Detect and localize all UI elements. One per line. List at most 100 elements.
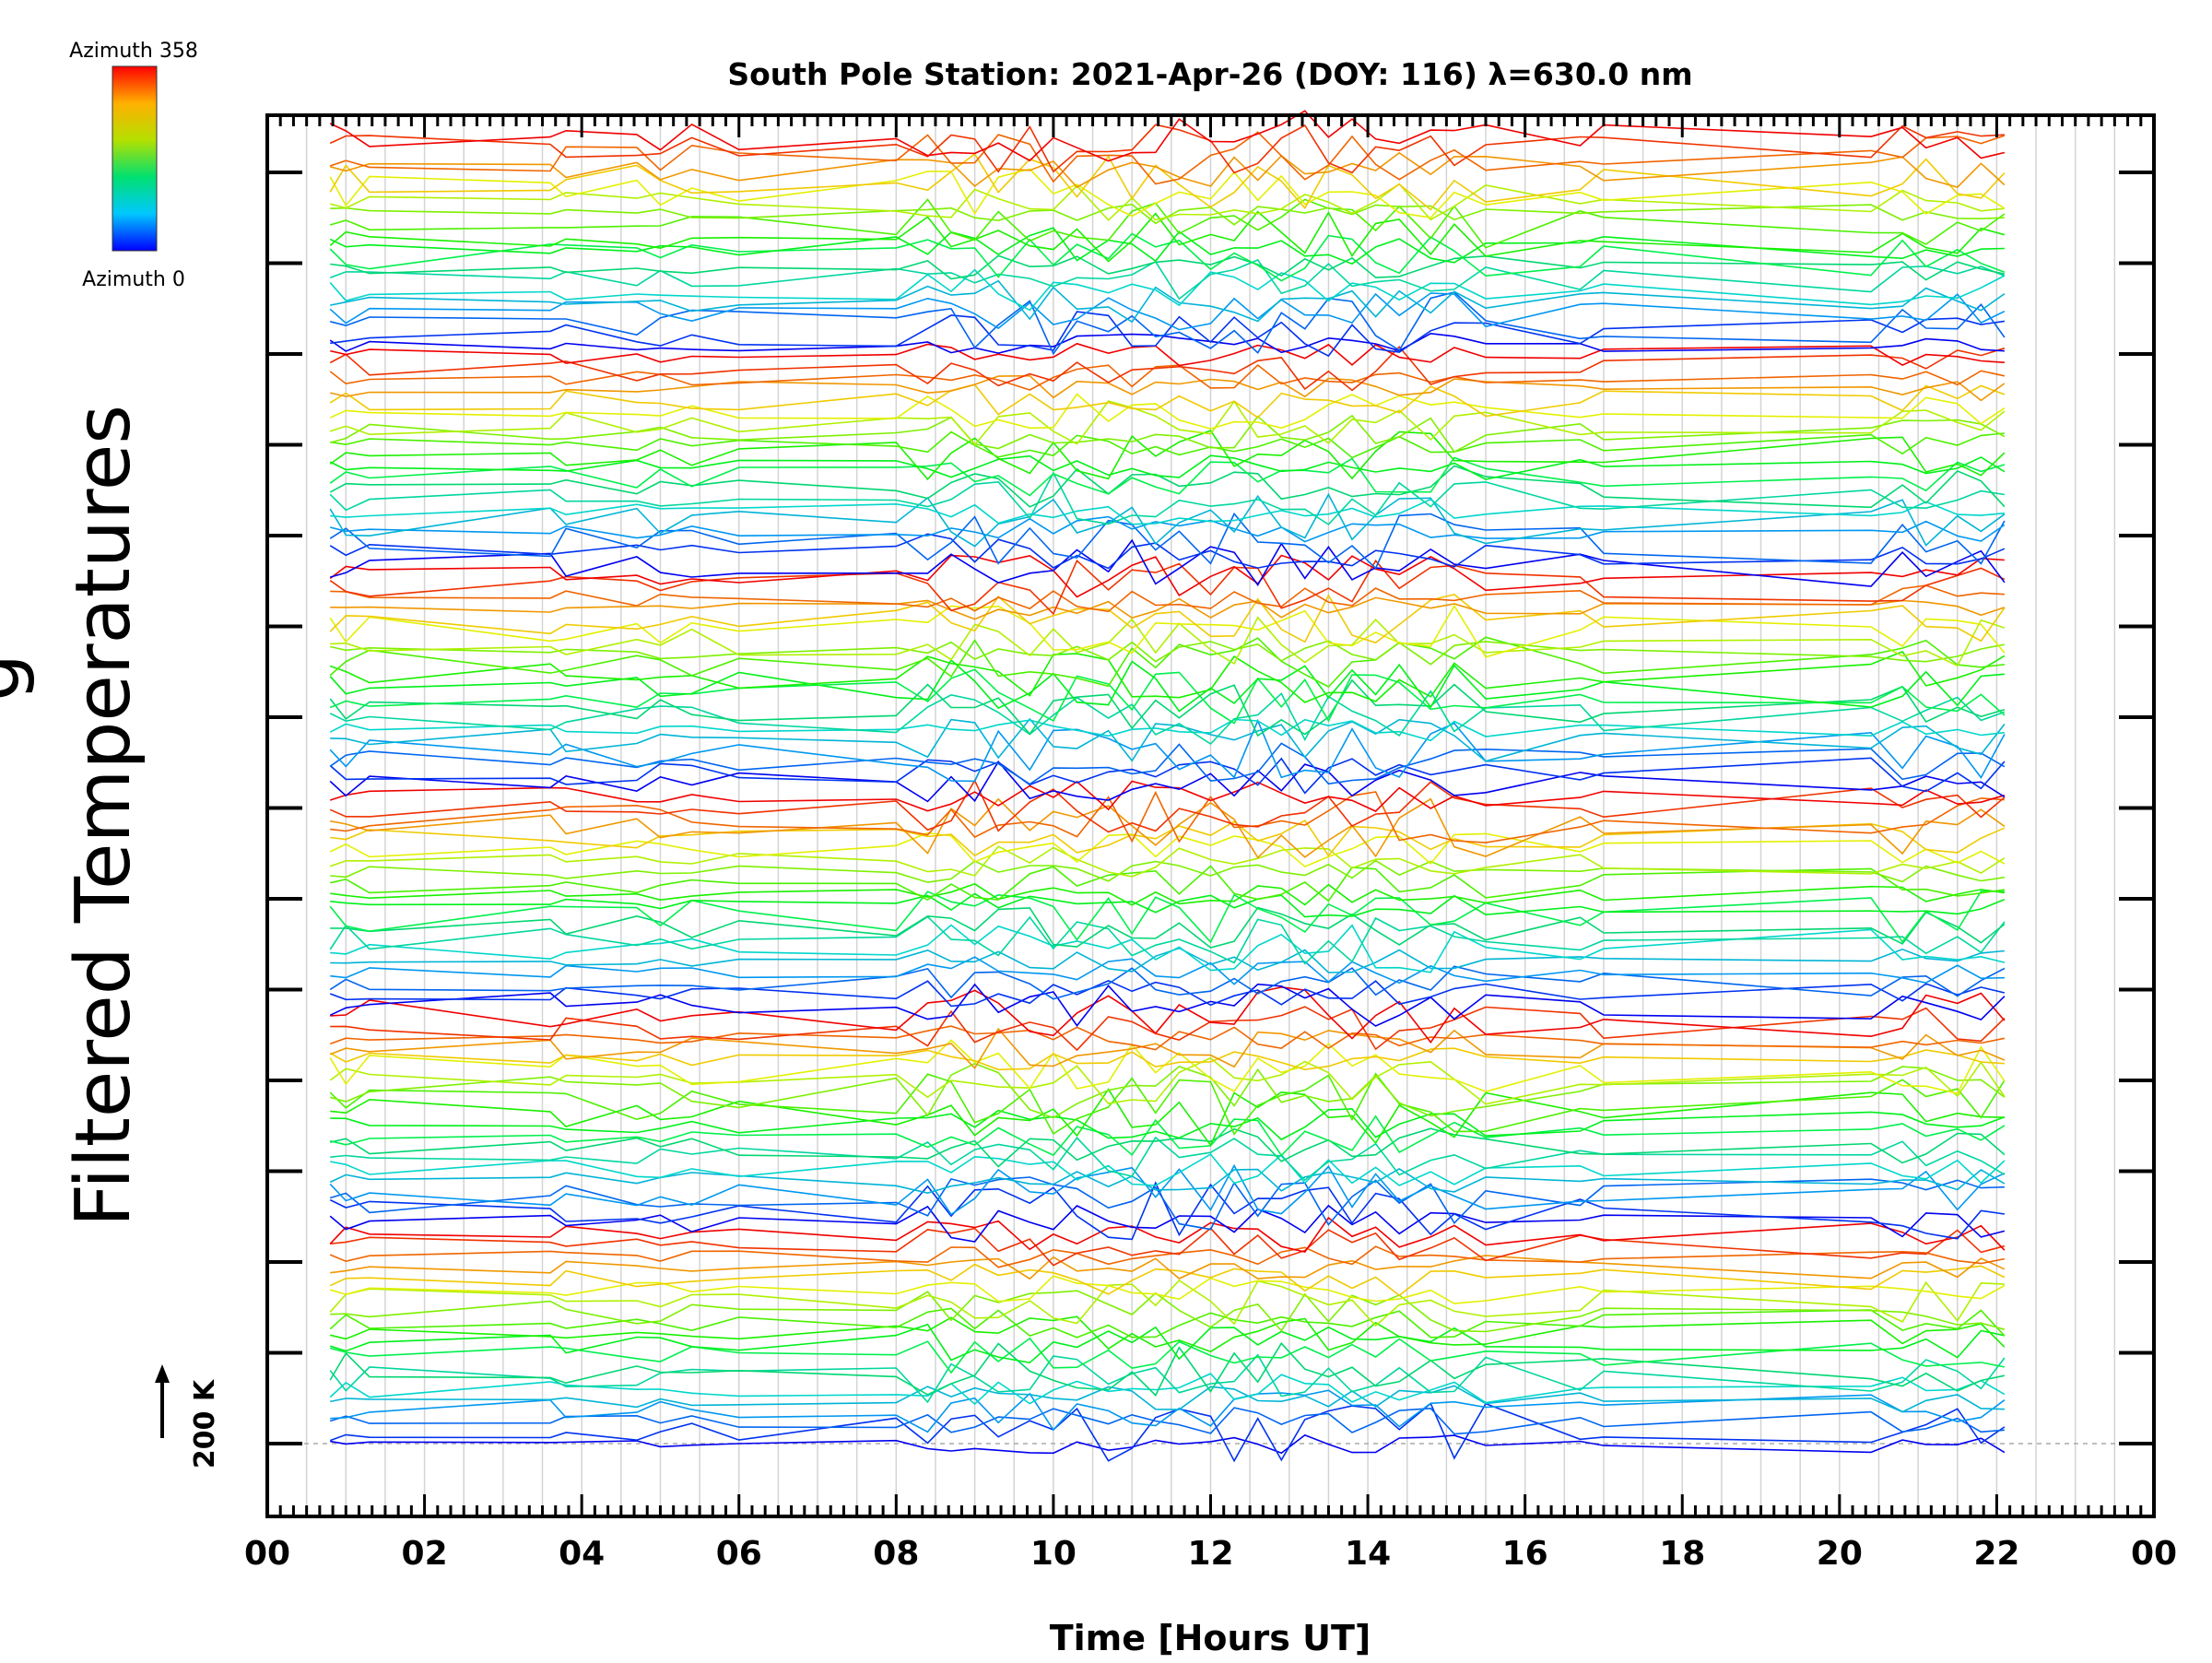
temperature-series bbox=[329, 1407, 2005, 1435]
temperature-series bbox=[329, 1047, 2005, 1071]
temperature-series bbox=[329, 465, 2006, 509]
temperature-series bbox=[329, 554, 2005, 598]
temperature-series bbox=[329, 594, 2006, 644]
temperature-series bbox=[329, 1275, 2006, 1304]
x-tick-label: 20 bbox=[1817, 1535, 1863, 1573]
x-tick-label: 14 bbox=[1345, 1535, 1391, 1573]
temperature-series bbox=[329, 636, 2005, 688]
colorbar-top-label: Azimuth 358 bbox=[69, 40, 198, 63]
temperature-series bbox=[330, 279, 2006, 324]
scale-bar-arrow-icon bbox=[155, 1364, 170, 1383]
temperature-series bbox=[329, 1204, 2006, 1243]
y-axis-title: Filtered Temperatures bbox=[60, 405, 147, 1227]
temperature-series bbox=[330, 203, 2005, 226]
temperature-series bbox=[329, 559, 2006, 616]
temperature-series bbox=[329, 430, 2006, 481]
temperature-series bbox=[330, 311, 2006, 358]
temperature-series bbox=[330, 882, 2006, 906]
temperature-series bbox=[329, 980, 2006, 1008]
temperature-series bbox=[330, 584, 2005, 613]
temperature-series bbox=[329, 1167, 2006, 1195]
temperature-series bbox=[330, 1108, 2006, 1141]
x-tick-label: 02 bbox=[402, 1535, 448, 1573]
x-tick-label: 10 bbox=[1030, 1535, 1077, 1573]
x-tick-label: 00 bbox=[244, 1535, 290, 1573]
scale-bar-label: 200 K bbox=[189, 1378, 221, 1468]
grid-layer bbox=[305, 115, 2116, 1516]
temperature-series bbox=[330, 596, 2006, 620]
temperature-series bbox=[329, 1062, 2006, 1119]
temperature-series bbox=[329, 845, 2006, 878]
temperature-series bbox=[329, 110, 2006, 162]
temperature-series bbox=[329, 1323, 2006, 1364]
temperature-series bbox=[329, 456, 2006, 497]
temperature-series bbox=[330, 859, 2006, 883]
temperature-series bbox=[329, 890, 2005, 944]
temperature-series bbox=[330, 797, 2006, 859]
temperature-series bbox=[329, 757, 2006, 795]
temperature-series bbox=[330, 374, 2006, 402]
temperature-series bbox=[330, 906, 2006, 949]
temperature-series bbox=[329, 151, 2006, 189]
temperature-series bbox=[330, 498, 2005, 525]
x-tick-label: 08 bbox=[873, 1535, 919, 1573]
temperature-series bbox=[329, 1039, 2006, 1095]
temperature-series bbox=[329, 1353, 2006, 1404]
temperature-series bbox=[329, 152, 2006, 211]
temperature-series bbox=[329, 1307, 2006, 1339]
temperature-series bbox=[329, 965, 2006, 1000]
temperature-series bbox=[329, 1181, 2006, 1241]
temperature-series bbox=[329, 742, 2006, 785]
temperature-series bbox=[329, 1337, 2006, 1374]
temperature-series bbox=[329, 1216, 2006, 1254]
temperature-series bbox=[329, 399, 2006, 446]
temperature-series bbox=[329, 292, 2006, 331]
temperature-series bbox=[329, 346, 2006, 392]
temperature-series bbox=[329, 780, 2006, 812]
temperature-series bbox=[330, 291, 2006, 356]
temperature-series bbox=[329, 658, 2005, 713]
x-tick-label: 00 bbox=[2131, 1535, 2177, 1573]
temperature-series bbox=[330, 430, 2005, 459]
temperature-series bbox=[330, 1255, 2006, 1280]
temperature-series bbox=[329, 383, 2006, 419]
temperature-series bbox=[330, 254, 2006, 281]
temperature-series bbox=[329, 1263, 2006, 1297]
temperature-series bbox=[330, 1006, 2006, 1052]
series-layer bbox=[329, 110, 2006, 1463]
temperature-series bbox=[329, 1245, 2006, 1268]
scale-bar: 200 K bbox=[155, 1364, 221, 1468]
temperature-series bbox=[330, 515, 2006, 543]
temperature-series bbox=[330, 1385, 2005, 1413]
temperature-series bbox=[329, 393, 2006, 430]
temperature-series bbox=[329, 538, 2006, 587]
temperature-series bbox=[330, 956, 2005, 985]
temperature-series bbox=[329, 718, 2006, 783]
temperature-series bbox=[329, 1163, 2006, 1216]
temperature-series bbox=[329, 183, 2005, 221]
temperature-series bbox=[330, 820, 2006, 857]
temperature-series bbox=[329, 1056, 2006, 1105]
x-axis-title: Time [Hours UT] bbox=[1050, 1618, 1371, 1658]
colorbar-scale bbox=[112, 65, 158, 252]
temperature-series bbox=[330, 947, 2005, 973]
chart-title: South Pole Station: 2021-Apr-26 (DOY: 11… bbox=[727, 56, 1692, 92]
temperature-series bbox=[329, 1279, 2005, 1327]
x-tick-label: 22 bbox=[1973, 1535, 2019, 1573]
temperature-series bbox=[330, 1389, 2006, 1433]
temperature-series bbox=[329, 778, 2006, 833]
y-axis-title-partial: g bbox=[0, 654, 37, 702]
temperature-series bbox=[330, 1136, 2006, 1182]
colorbar-bottom-label: Azimuth 0 bbox=[82, 268, 185, 291]
temperature-series bbox=[329, 678, 2006, 737]
temperature-series bbox=[329, 492, 2006, 548]
x-tick-label: 18 bbox=[1659, 1535, 1705, 1573]
temperature-series bbox=[330, 1290, 2006, 1333]
temperature-series bbox=[329, 414, 2006, 454]
x-tick-label: 04 bbox=[559, 1535, 605, 1573]
temperature-series bbox=[330, 1153, 2006, 1186]
temperature-series bbox=[329, 718, 2005, 742]
temperature-series bbox=[329, 471, 2006, 525]
